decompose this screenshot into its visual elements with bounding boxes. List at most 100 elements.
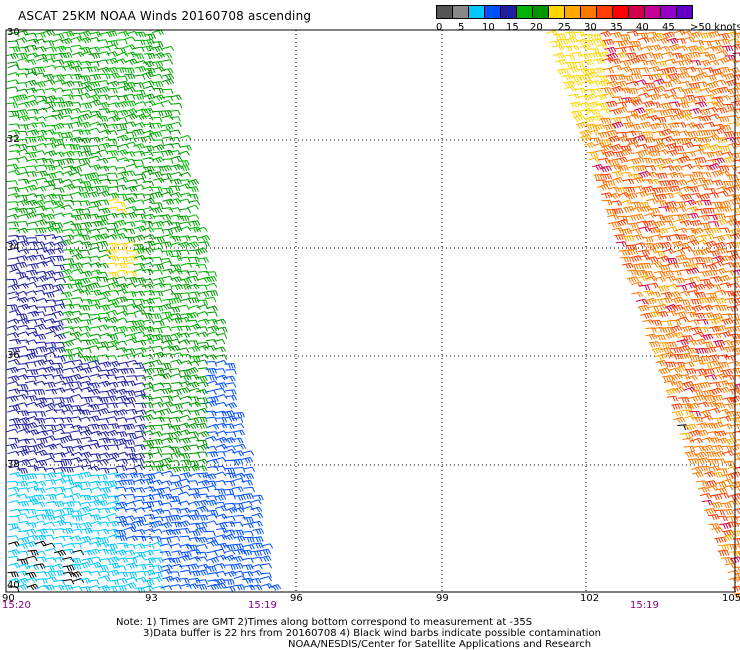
wind-barb — [107, 255, 120, 262]
wind-barb — [726, 515, 739, 522]
wind-barb — [734, 383, 740, 390]
wind-barb — [661, 326, 673, 334]
wind-barb — [645, 171, 658, 179]
wind-barb — [687, 267, 700, 275]
wind-barb — [731, 100, 740, 107]
wind-barb — [710, 387, 723, 395]
wind-barb — [71, 88, 83, 95]
wind-barb — [25, 122, 38, 129]
wind-barb — [123, 81, 136, 89]
wind-barb — [151, 290, 164, 297]
wind-barb — [607, 214, 620, 221]
wind-barb — [189, 226, 202, 233]
wind-barb — [62, 157, 75, 165]
wind-barb — [161, 353, 174, 359]
wind-barb — [17, 550, 29, 557]
wind-barb — [205, 495, 218, 501]
wind-barb — [698, 136, 710, 144]
wind-barb — [555, 58, 568, 66]
wind-barb — [734, 304, 740, 307]
wind-barb — [703, 395, 715, 402]
wind-barb — [588, 156, 601, 163]
wind-barb — [224, 570, 237, 578]
latitude-label: 32 — [7, 134, 20, 145]
wind-barb — [700, 436, 714, 443]
wind-barb — [115, 409, 128, 416]
wind-barb — [732, 374, 740, 380]
wind-barb — [714, 458, 726, 465]
wind-barb — [214, 457, 227, 463]
wind-barb — [161, 149, 174, 156]
wind-barb — [35, 157, 48, 164]
wind-barb — [107, 228, 119, 235]
wind-barb — [691, 389, 704, 396]
wind-barb — [161, 110, 173, 116]
wind-barb — [260, 563, 272, 569]
wind-barb — [16, 283, 29, 289]
wind-barb — [620, 199, 633, 206]
wind-barb — [225, 395, 237, 401]
wind-barb — [625, 165, 638, 172]
wind-barb — [668, 43, 681, 52]
wind-barb — [8, 95, 21, 102]
wind-barb — [725, 79, 738, 87]
wind-barb — [142, 197, 155, 204]
wind-barb — [168, 185, 181, 192]
wind-barb — [195, 522, 208, 528]
wind-barb — [695, 347, 707, 355]
wind-barb — [117, 361, 129, 368]
wind-barb — [9, 526, 22, 532]
wind-barb — [695, 480, 708, 487]
wind-barb — [33, 88, 46, 95]
wind-barb — [25, 184, 38, 192]
wind-barb — [670, 353, 683, 360]
wind-barb — [88, 205, 100, 212]
wind-barb — [44, 46, 57, 53]
wind-barb — [714, 297, 727, 305]
wind-barb — [52, 38, 65, 44]
wind-barb — [79, 213, 92, 220]
wind-barb — [170, 214, 183, 220]
wind-barb — [188, 345, 201, 353]
wind-barb — [96, 116, 109, 122]
wind-barb — [223, 375, 236, 382]
wind-barb — [720, 445, 732, 452]
wind-barb — [552, 44, 565, 51]
wind-barb — [178, 270, 191, 276]
wind-barb — [715, 325, 727, 332]
wind-barb — [699, 172, 712, 178]
wind-barb — [45, 346, 58, 353]
wind-barb — [25, 319, 38, 325]
wind-barb — [133, 150, 146, 157]
wind-barb — [35, 341, 48, 348]
wind-barb — [614, 234, 627, 241]
wind-barb — [143, 569, 156, 576]
wind-barb — [719, 124, 732, 131]
wind-barb — [7, 381, 20, 387]
wind-barb — [711, 179, 724, 187]
wind-barb — [686, 206, 699, 213]
wind-barb — [152, 151, 165, 157]
wind-barb — [599, 30, 612, 38]
wind-barb — [205, 339, 218, 345]
wind-barb — [97, 521, 110, 527]
wind-barb — [107, 192, 120, 199]
wind-barb — [107, 520, 120, 528]
wind-barb — [698, 51, 711, 58]
wind-barb — [629, 255, 642, 263]
wind-barb — [16, 82, 28, 88]
wind-barb — [693, 338, 706, 346]
wind-barb — [187, 235, 199, 242]
wind-barb — [52, 367, 64, 375]
wind-barb — [170, 155, 183, 162]
wind-barb — [115, 465, 128, 472]
wind-barb — [179, 277, 192, 285]
wind-barb — [162, 198, 175, 206]
wind-barb — [644, 220, 657, 228]
wind-barb — [647, 178, 660, 185]
wind-barb — [80, 221, 93, 229]
wind-barb — [169, 424, 181, 432]
wind-barb — [150, 242, 163, 248]
wind-barb — [720, 502, 733, 509]
wind-barb — [69, 102, 82, 108]
